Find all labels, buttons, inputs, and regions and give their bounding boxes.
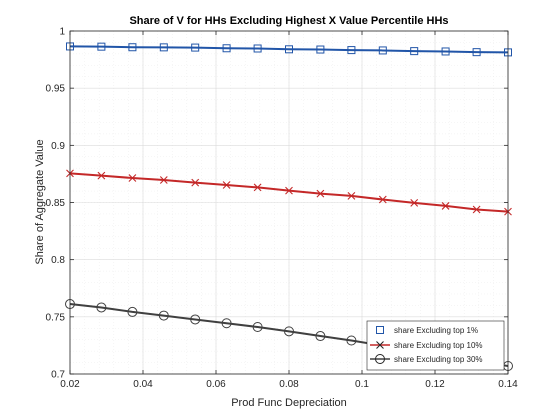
legend-marker-x (370, 341, 390, 349)
legend-marker-circle (370, 354, 390, 364)
chart-title: Share of V for HHs Excluding Highest X V… (129, 15, 448, 27)
data-point (316, 45, 325, 54)
data-point (441, 202, 450, 210)
legend-entry-top30: share Excluding top 30% (370, 354, 483, 364)
y-tick-label: 0.9 (51, 141, 65, 152)
data-point (97, 171, 106, 180)
data-point (191, 178, 200, 187)
data-point (253, 44, 262, 53)
data-point (472, 205, 481, 214)
legend-marker-circle (375, 354, 385, 364)
data-point (222, 181, 231, 189)
data-point (191, 43, 200, 52)
data-point (285, 45, 293, 54)
data-point (441, 47, 450, 56)
data-point (96, 302, 107, 313)
legend-label-top30: share Excluding top 30% (394, 355, 483, 364)
data-point (285, 186, 293, 195)
data-point (159, 176, 168, 184)
data-point (347, 191, 356, 200)
data-point (159, 43, 168, 52)
x-tick-label: 0.12 (425, 379, 445, 390)
data-point (253, 183, 262, 192)
x-tick-label: 0.08 (279, 379, 299, 390)
legend-entry-top1: share Excluding top 1% (376, 326, 478, 335)
y-tick-label: 1 (59, 27, 65, 38)
data-point (284, 326, 294, 337)
x-tick-label: 0.02 (60, 379, 80, 390)
data-point (127, 306, 138, 317)
data-point (410, 198, 419, 207)
data-point (378, 46, 387, 55)
data-point (221, 318, 232, 329)
data-point (128, 174, 137, 182)
series-line-0 (69, 45, 509, 54)
data-point (378, 195, 387, 204)
data-point (97, 42, 106, 51)
legend-marker-x (376, 341, 384, 349)
data-point (128, 43, 137, 52)
x-tick-label: 0.1 (355, 379, 369, 390)
data-point (158, 310, 169, 321)
data-point (346, 335, 357, 346)
data-point (252, 322, 263, 333)
data-point (316, 189, 325, 198)
legend-entry-top10: share Excluding top 10% (370, 341, 483, 350)
data-point (410, 47, 419, 56)
data-point (347, 46, 356, 55)
x-axis-ticks: 0.02 0.04 0.06 0.08 0.1 0.12 0.14 (60, 31, 518, 390)
legend-marker-square (376, 326, 384, 334)
legend-label-top10: share Excluding top 10% (394, 341, 483, 350)
data-point (190, 314, 201, 325)
y-tick-label: 0.75 (46, 312, 66, 323)
x-axis-label: Prod Func Depreciation (231, 397, 347, 409)
y-tick-label: 0.95 (46, 84, 66, 95)
legend: share Excluding top 1% share Excluding t… (366, 320, 505, 371)
y-tick-label: 0.85 (46, 198, 66, 209)
y-axis-ticks: 0.7 0.75 0.8 0.85 0.9 0.95 1 (46, 27, 508, 381)
data-point (315, 331, 326, 342)
data-point (222, 44, 231, 53)
legend-marker-square (376, 326, 384, 334)
x-tick-label: 0.14 (498, 379, 518, 390)
x-tick-label: 0.04 (133, 379, 153, 390)
y-tick-label: 0.8 (51, 255, 65, 266)
data-point (472, 48, 481, 57)
y-tick-label: 0.7 (51, 370, 65, 381)
y-axis-label: Share of Aggregate Value (34, 139, 46, 264)
legend-label-top1: share Excluding top 1% (394, 326, 478, 335)
x-tick-label: 0.06 (206, 379, 226, 390)
